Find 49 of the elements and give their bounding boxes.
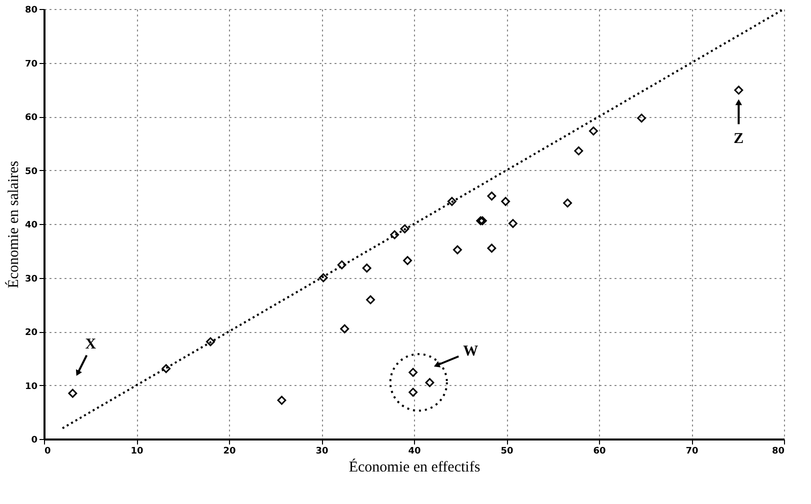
- x-tick-label: 80: [772, 446, 784, 456]
- x-tick-label: 40: [408, 446, 421, 456]
- x-tick-label: 20: [223, 446, 236, 456]
- annotation: W: [463, 343, 478, 360]
- point: [487, 192, 496, 201]
- x-axis-title: Économie en effectifs: [348, 458, 480, 476]
- point: [408, 388, 418, 397]
- point: [487, 244, 496, 253]
- point: [318, 273, 328, 282]
- point: [453, 245, 462, 254]
- point: [403, 256, 412, 266]
- x-tick-label: 70: [686, 446, 698, 456]
- y-tick-label: 50: [24, 166, 38, 177]
- y-tick-label: 60: [24, 113, 38, 123]
- annotation: Z: [734, 131, 744, 148]
- y-tick-label: 0: [31, 436, 38, 446]
- point: [68, 388, 78, 398]
- y-axis-title: Économie en salaires: [4, 160, 22, 288]
- point: [501, 196, 510, 206]
- y-tick-label: 10: [24, 382, 38, 392]
- point: [206, 337, 215, 346]
- y-tick-label: 20: [24, 328, 38, 338]
- point: [337, 260, 346, 270]
- point: [400, 224, 410, 234]
- x-tick-label: 50: [500, 446, 514, 456]
- point: [637, 114, 646, 123]
- point: [588, 126, 598, 136]
- x-tick-label: 60: [593, 446, 606, 456]
- point: [563, 198, 572, 208]
- x-tick-label: 0: [44, 446, 51, 456]
- y-tick-label: 30: [24, 274, 38, 284]
- point: [408, 368, 418, 377]
- point: [425, 378, 434, 388]
- point: [277, 396, 286, 405]
- y-tick-label: 70: [24, 59, 38, 70]
- point: [162, 364, 171, 374]
- point: [447, 196, 456, 206]
- y-tick-label: 40: [24, 220, 38, 230]
- point: [362, 264, 372, 273]
- point: [390, 230, 400, 240]
- annotation: X: [85, 336, 96, 352]
- y-tick-label: 80: [24, 6, 38, 16]
- point: [734, 86, 744, 95]
- point: [340, 324, 350, 334]
- x-tick-label: 10: [130, 446, 144, 456]
- point: [366, 295, 375, 304]
- point: [574, 146, 584, 156]
- x-tick-label: 30: [316, 446, 328, 456]
- point: [508, 219, 518, 228]
